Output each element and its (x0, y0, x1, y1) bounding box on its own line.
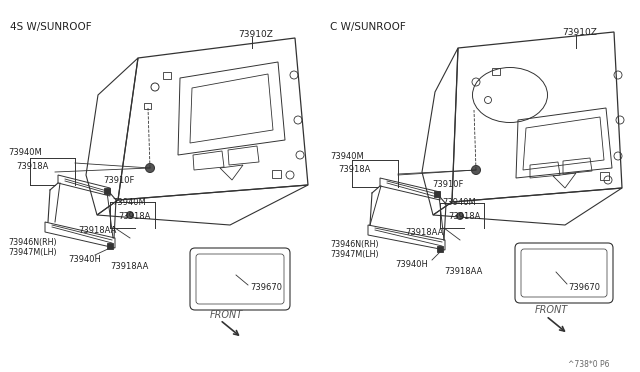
Text: 4S W/SUNROOF: 4S W/SUNROOF (10, 22, 92, 32)
Bar (144, 103, 151, 109)
Circle shape (456, 212, 463, 219)
Circle shape (472, 166, 481, 174)
Text: 73918AA: 73918AA (444, 267, 483, 276)
Text: 73918A: 73918A (16, 162, 49, 171)
Text: 73946N(RH): 73946N(RH) (8, 238, 56, 247)
Text: C W/SUNROOF: C W/SUNROOF (330, 22, 406, 32)
Text: FRONT: FRONT (210, 310, 243, 320)
Text: 73918AA: 73918AA (110, 262, 148, 271)
Text: 73940H: 73940H (68, 255, 101, 264)
Bar (434, 191, 440, 197)
Bar (492, 68, 500, 75)
Text: 739670: 739670 (250, 283, 282, 292)
Text: 73918A: 73918A (338, 165, 371, 174)
Text: 73947M(LH): 73947M(LH) (330, 250, 379, 259)
Text: 73946N(RH): 73946N(RH) (330, 240, 379, 249)
Bar (437, 246, 443, 252)
Text: 73918AA: 73918AA (78, 226, 116, 235)
Text: 73910F: 73910F (103, 176, 134, 185)
Circle shape (145, 164, 154, 173)
Bar (600, 172, 609, 180)
Circle shape (127, 212, 134, 218)
Text: 73910F: 73910F (432, 180, 463, 189)
Text: 73910Z: 73910Z (562, 28, 597, 37)
Text: 73940M: 73940M (442, 198, 476, 207)
Text: 73940M: 73940M (8, 148, 42, 157)
Text: 73940M: 73940M (330, 152, 364, 161)
Text: 73947M(LH): 73947M(LH) (8, 248, 56, 257)
Text: 73940H: 73940H (395, 260, 428, 269)
Text: 73918A: 73918A (448, 212, 481, 221)
Bar (272, 170, 281, 178)
Text: 73910Z: 73910Z (238, 30, 273, 39)
Text: ^738*0 P6: ^738*0 P6 (568, 360, 610, 369)
Text: 73918AA: 73918AA (405, 228, 444, 237)
Text: 73940M: 73940M (112, 198, 146, 207)
Text: FRONT: FRONT (535, 305, 568, 315)
Text: 739670: 739670 (568, 283, 600, 292)
Bar (104, 188, 110, 194)
Text: 73918A: 73918A (118, 212, 150, 221)
Bar (163, 72, 171, 79)
Bar (107, 243, 113, 249)
